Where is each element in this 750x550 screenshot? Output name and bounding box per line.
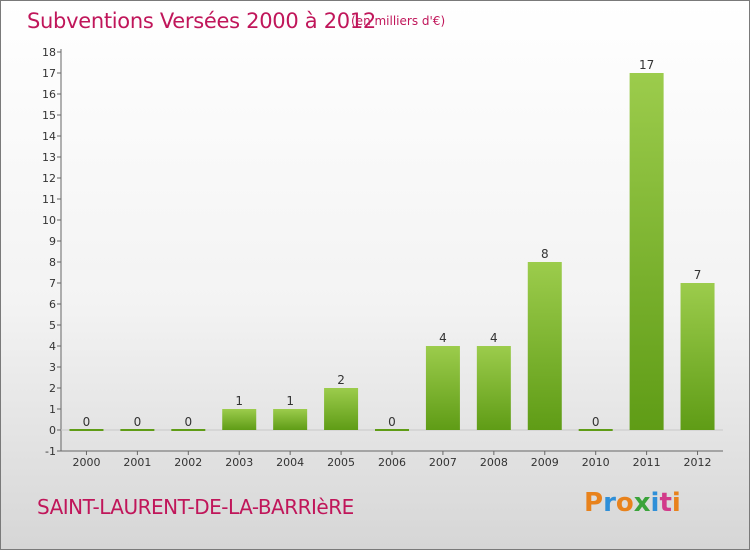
bar <box>578 429 613 431</box>
commune-name: SAINT-LAURENT-DE-LA-BARRIèRE <box>37 495 354 519</box>
y-tick-label: 3 <box>49 361 56 374</box>
y-tick-label: 5 <box>49 319 56 332</box>
data-label: 0 <box>83 415 91 429</box>
data-label: 0 <box>184 415 192 429</box>
bar <box>629 73 664 430</box>
logo-letter: i <box>650 488 660 518</box>
bar <box>120 429 155 431</box>
y-tick-label: 2 <box>49 382 56 395</box>
y-tick-label: 9 <box>49 235 56 248</box>
logo-letter: i <box>671 488 681 518</box>
data-label: 2 <box>337 373 345 387</box>
x-tick-label: 2011 <box>633 456 661 469</box>
logo-letter: P <box>584 488 604 518</box>
x-tick-label: 2005 <box>327 456 355 469</box>
y-tick-label: 13 <box>42 151 56 164</box>
bar <box>222 409 257 430</box>
data-label: 7 <box>694 268 702 282</box>
data-label: 0 <box>388 415 396 429</box>
y-tick-label: 6 <box>49 298 56 311</box>
x-tick-label: 2004 <box>276 456 304 469</box>
y-tick-label: 7 <box>49 277 56 290</box>
y-tick-label: 16 <box>42 88 56 101</box>
data-label: 1 <box>286 394 294 408</box>
data-label: 1 <box>235 394 243 408</box>
logo-letter: t <box>659 488 672 518</box>
x-tick-label: 2002 <box>174 456 202 469</box>
y-tick-label: 1 <box>49 403 56 416</box>
chart-title: Subventions Versées 2000 à 2012 <box>27 9 376 33</box>
y-tick-label: -1 <box>45 445 56 458</box>
y-tick-label: 14 <box>42 130 56 143</box>
x-tick-label: 2010 <box>582 456 610 469</box>
bar <box>324 388 359 430</box>
data-label: 4 <box>490 331 498 345</box>
data-label: 8 <box>541 247 549 261</box>
bar <box>476 346 511 430</box>
bar <box>425 346 460 430</box>
y-tick-label: 11 <box>42 193 56 206</box>
y-tick-label: 10 <box>42 214 56 227</box>
y-tick-label: 0 <box>49 424 56 437</box>
logo-letter: o <box>615 488 634 518</box>
y-tick-label: 8 <box>49 256 56 269</box>
x-tick-label: 2003 <box>225 456 253 469</box>
x-tick-label: 2012 <box>684 456 712 469</box>
y-tick-label: 17 <box>42 67 56 80</box>
proxiti-logo: Proxiti <box>584 488 681 518</box>
bar <box>69 429 104 431</box>
x-tick-label: 2006 <box>378 456 406 469</box>
x-tick-label: 2001 <box>123 456 151 469</box>
data-label: 17 <box>639 58 654 72</box>
x-tick-label: 2008 <box>480 456 508 469</box>
x-tick-label: 2007 <box>429 456 457 469</box>
bar <box>680 283 715 430</box>
logo-letter: x <box>633 488 651 518</box>
y-tick-label: 15 <box>42 109 56 122</box>
bar <box>171 429 206 431</box>
y-tick-label: 4 <box>49 340 56 353</box>
data-label: 0 <box>134 415 142 429</box>
x-tick-label: 2009 <box>531 456 559 469</box>
logo-letter: r <box>603 488 616 518</box>
bar <box>273 409 308 430</box>
y-tick-label: 12 <box>42 172 56 185</box>
x-tick-label: 2000 <box>72 456 100 469</box>
y-tick-label: 18 <box>42 46 56 59</box>
bar <box>375 429 409 431</box>
data-label: 4 <box>439 331 447 345</box>
data-label: 0 <box>592 415 600 429</box>
chart-subtitle: (en milliers d'€) <box>351 14 446 28</box>
bar <box>527 262 562 430</box>
